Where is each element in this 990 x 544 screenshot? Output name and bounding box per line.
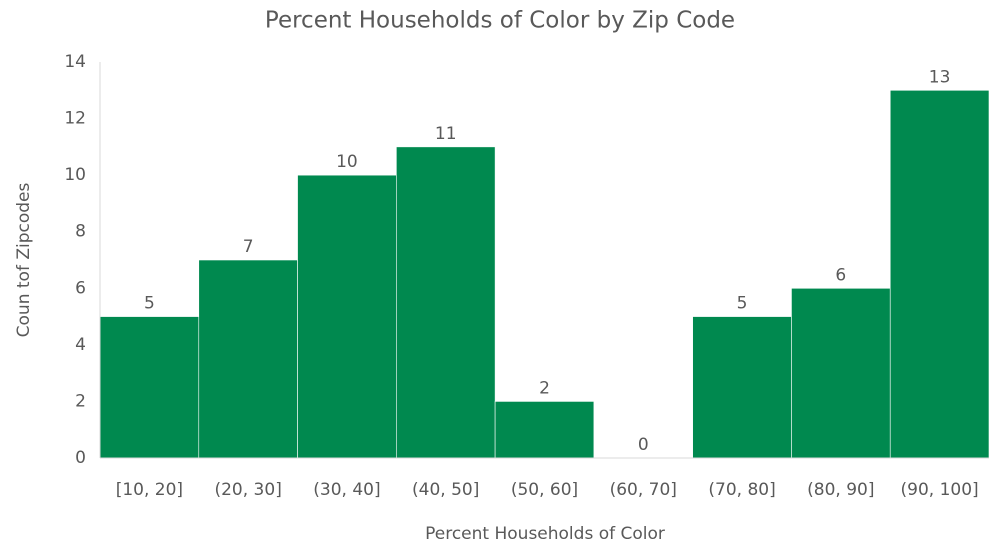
y-tick-label: 10	[64, 165, 86, 185]
y-axis-title: Coun tof Zipcodes	[14, 183, 34, 338]
y-tick-label: 8	[75, 222, 86, 242]
x-tick-label: (60, 70]	[610, 480, 677, 500]
x-axis-title: Percent Households of Color	[425, 524, 665, 544]
value-label: 5	[737, 294, 748, 314]
x-tick-label: (80, 90]	[807, 480, 874, 500]
bar	[692, 316, 792, 459]
bar	[791, 287, 891, 459]
x-tick-label: (30, 40]	[313, 480, 380, 500]
value-label: 5	[144, 294, 155, 314]
y-tick-label: 6	[75, 278, 86, 298]
value-label: 11	[435, 124, 457, 144]
value-label: 2	[539, 378, 550, 398]
bar	[396, 146, 496, 459]
value-label: 13	[929, 67, 951, 87]
y-tick-label: 2	[75, 391, 86, 411]
bar	[889, 89, 990, 459]
value-label: 10	[336, 152, 358, 172]
x-tick-label: [10, 20]	[116, 480, 183, 500]
bar	[99, 316, 200, 459]
value-label: 7	[243, 237, 254, 257]
y-tick-label: 14	[64, 52, 86, 72]
x-tick-label: (40, 50]	[412, 480, 479, 500]
x-tick-label: (50, 60]	[511, 480, 578, 500]
bar	[494, 401, 595, 459]
chart-title: Percent Households of Color by Zip Code	[265, 8, 735, 34]
bar	[297, 174, 397, 459]
x-tick-label: (90, 100]	[901, 480, 979, 500]
x-tick-label: (70, 80]	[708, 480, 775, 500]
y-tick-label: 4	[75, 335, 86, 355]
value-label: 6	[835, 265, 846, 285]
bar	[198, 259, 298, 459]
value-label: 0	[638, 435, 649, 455]
y-tick-label: 0	[75, 448, 86, 468]
x-tick-label: (20, 30]	[214, 480, 281, 500]
y-tick-label: 12	[64, 109, 86, 129]
